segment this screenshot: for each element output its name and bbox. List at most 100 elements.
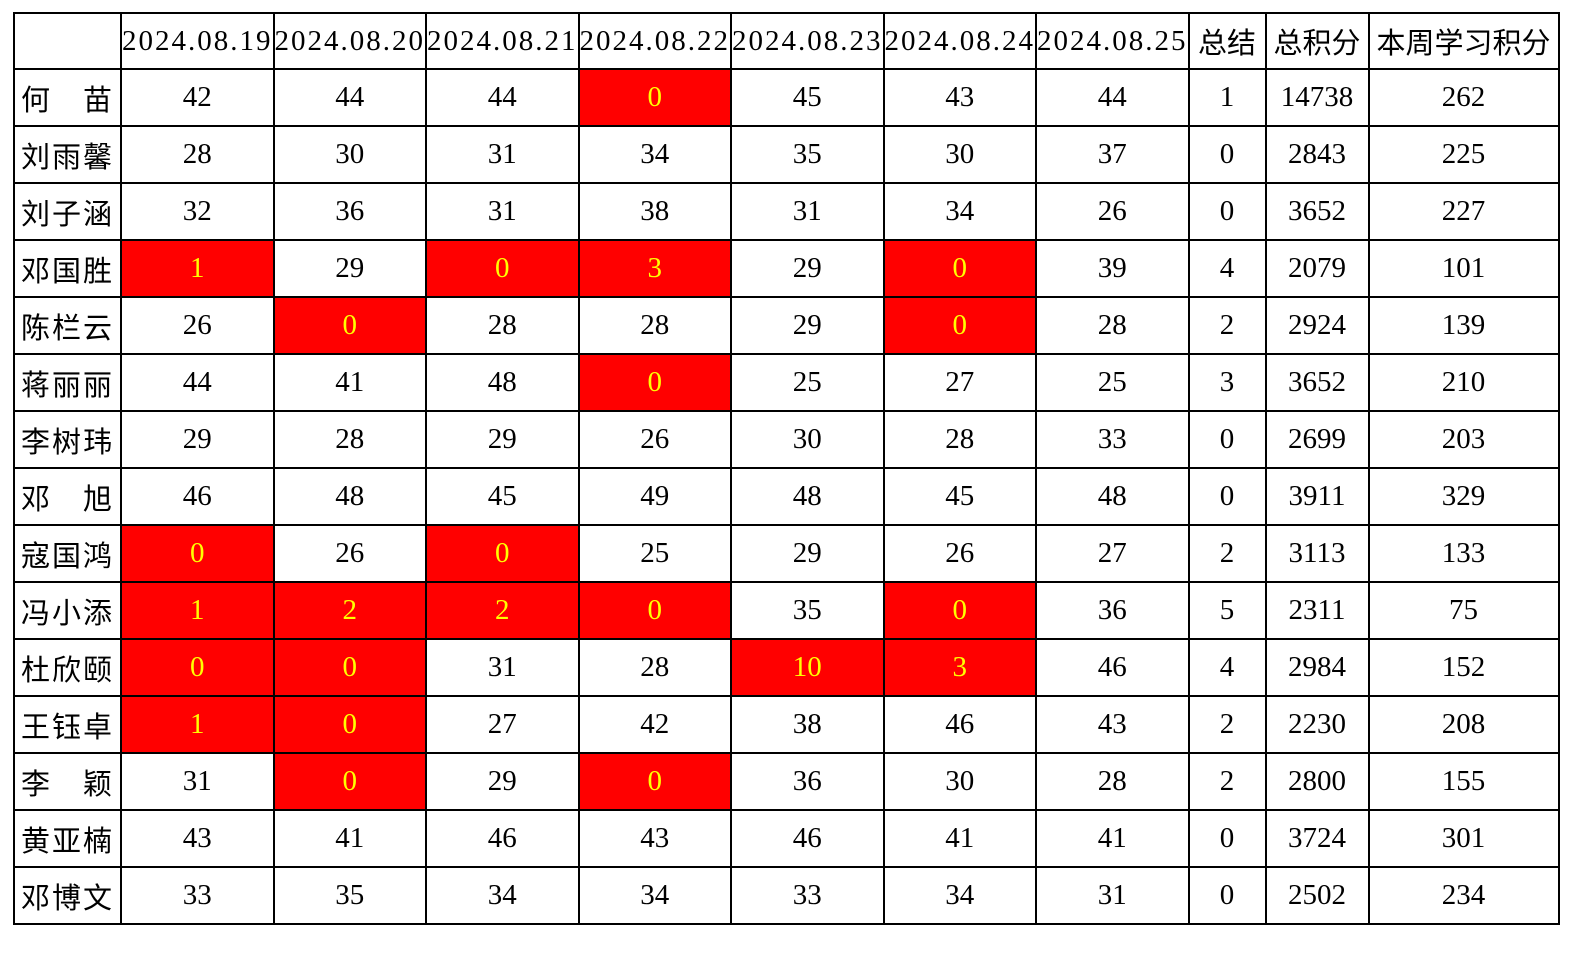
daily-score-cell: 48	[1035, 467, 1190, 526]
daily-score-cell: 30	[272, 125, 427, 184]
daily-score-cell: 28	[272, 410, 427, 469]
week-points-cell: 152	[1367, 638, 1560, 697]
daily-score-cell: 30	[882, 752, 1037, 811]
highlighted-score-cell: 0	[425, 239, 580, 298]
daily-score-cell: 28	[882, 410, 1037, 469]
table-header: 2024.08.19 2024.08.20 2024.08.21 2024.08.22…	[13, 12, 1560, 70]
highlighted-score-cell: 3	[577, 239, 732, 298]
daily-score-cell: 34	[882, 866, 1037, 925]
week-points-cell: 155	[1367, 752, 1560, 811]
daily-score-cell: 31	[1035, 866, 1190, 925]
daily-score-cell: 29	[425, 410, 580, 469]
week-points-cell: 210	[1367, 353, 1560, 412]
daily-score-cell: 29	[730, 296, 885, 355]
week-points-cell: 262	[1367, 68, 1560, 127]
daily-score-cell: 26	[1035, 182, 1190, 241]
week-points-cell: 203	[1367, 410, 1560, 469]
daily-score-cell: 38	[730, 695, 885, 754]
daily-score-cell: 30	[730, 410, 885, 469]
daily-score-cell: 34	[577, 125, 732, 184]
date-header-6: 2024.08.24	[882, 12, 1037, 70]
daily-score-cell: 48	[425, 353, 580, 412]
summary-cell: 1	[1187, 68, 1267, 127]
student-row: 冯小添 1 2 2 0 35 0 36 5 2311 75	[13, 581, 1560, 640]
week-points-cell: 227	[1367, 182, 1560, 241]
daily-score-cell: 44	[272, 68, 427, 127]
total-points-cell: 3911	[1264, 467, 1370, 526]
summary-cell: 0	[1187, 182, 1267, 241]
total-points-cell: 2699	[1264, 410, 1370, 469]
week-points-cell: 329	[1367, 467, 1560, 526]
week-points-cell: 75	[1367, 581, 1560, 640]
daily-score-cell: 34	[882, 182, 1037, 241]
daily-score-cell: 43	[120, 809, 275, 868]
total-points-cell: 3113	[1264, 524, 1370, 583]
daily-score-cell: 31	[120, 752, 275, 811]
student-name-cell: 陈栏云	[13, 296, 122, 355]
student-name-cell: 邓博文	[13, 866, 122, 925]
student-row: 邓 旭 46 48 45 49 48 45 48 0 3911 329	[13, 467, 1560, 526]
highlighted-score-cell: 0	[272, 695, 427, 754]
daily-score-cell: 30	[882, 125, 1037, 184]
daily-score-cell: 39	[1035, 239, 1190, 298]
daily-score-cell: 33	[120, 866, 275, 925]
student-row: 黄亚楠 43 41 46 43 46 41 41 0 3724 301	[13, 809, 1560, 868]
highlighted-score-cell: 0	[577, 581, 732, 640]
student-name-cell: 黄亚楠	[13, 809, 122, 868]
student-row: 王钰卓 1 0 27 42 38 46 43 2 2230 208	[13, 695, 1560, 754]
student-name-cell: 杜欣颐	[13, 638, 122, 697]
daily-score-cell: 33	[1035, 410, 1190, 469]
daily-score-cell: 44	[425, 68, 580, 127]
daily-score-cell: 26	[272, 524, 427, 583]
daily-score-cell: 41	[272, 353, 427, 412]
weekly-study-score-table: 2024.08.19 2024.08.20 2024.08.21 2024.08.22…	[13, 12, 1560, 925]
summary-cell: 4	[1187, 638, 1267, 697]
daily-score-cell: 28	[577, 296, 732, 355]
daily-score-cell: 27	[1035, 524, 1190, 583]
date-header-1: 2024.08.19	[120, 12, 275, 70]
daily-score-cell: 46	[730, 809, 885, 868]
daily-score-cell: 29	[730, 524, 885, 583]
daily-score-cell: 48	[730, 467, 885, 526]
daily-score-cell: 45	[425, 467, 580, 526]
summary-cell: 4	[1187, 239, 1267, 298]
daily-score-cell: 45	[882, 467, 1037, 526]
total-points-cell: 2230	[1264, 695, 1370, 754]
student-row: 刘雨馨 28 30 31 34 35 30 37 0 2843 225	[13, 125, 1560, 184]
student-name-cell: 蒋丽丽	[13, 353, 122, 412]
highlighted-score-cell: 0	[577, 752, 732, 811]
student-row: 邓国胜 1 29 0 3 29 0 39 4 2079 101	[13, 239, 1560, 298]
daily-score-cell: 31	[425, 182, 580, 241]
total-points-cell: 2502	[1264, 866, 1370, 925]
summary-cell: 0	[1187, 866, 1267, 925]
daily-score-cell: 28	[1035, 296, 1190, 355]
highlighted-score-cell: 0	[882, 581, 1037, 640]
daily-score-cell: 36	[730, 752, 885, 811]
week-points-cell: 301	[1367, 809, 1560, 868]
daily-score-cell: 41	[882, 809, 1037, 868]
highlighted-score-cell: 2	[272, 581, 427, 640]
daily-score-cell: 31	[425, 638, 580, 697]
daily-score-cell: 46	[425, 809, 580, 868]
daily-score-cell: 48	[272, 467, 427, 526]
daily-score-cell: 46	[1035, 638, 1190, 697]
daily-score-cell: 31	[730, 182, 885, 241]
student-name-cell: 邓国胜	[13, 239, 122, 298]
summary-cell: 2	[1187, 695, 1267, 754]
week-points-cell: 133	[1367, 524, 1560, 583]
highlighted-score-cell: 0	[425, 524, 580, 583]
total-points-cell: 2079	[1264, 239, 1370, 298]
highlighted-score-cell: 0	[272, 638, 427, 697]
daily-score-cell: 46	[120, 467, 275, 526]
daily-score-cell: 28	[120, 125, 275, 184]
daily-score-cell: 26	[577, 410, 732, 469]
daily-score-cell: 44	[1035, 68, 1190, 127]
daily-score-cell: 41	[1035, 809, 1190, 868]
daily-score-cell: 37	[1035, 125, 1190, 184]
student-name-cell: 寇国鸿	[13, 524, 122, 583]
daily-score-cell: 25	[577, 524, 732, 583]
total-points-cell: 2984	[1264, 638, 1370, 697]
daily-score-cell: 41	[272, 809, 427, 868]
student-name-cell: 李 颖	[13, 752, 122, 811]
student-row: 陈栏云 26 0 28 28 29 0 28 2 2924 139	[13, 296, 1560, 355]
